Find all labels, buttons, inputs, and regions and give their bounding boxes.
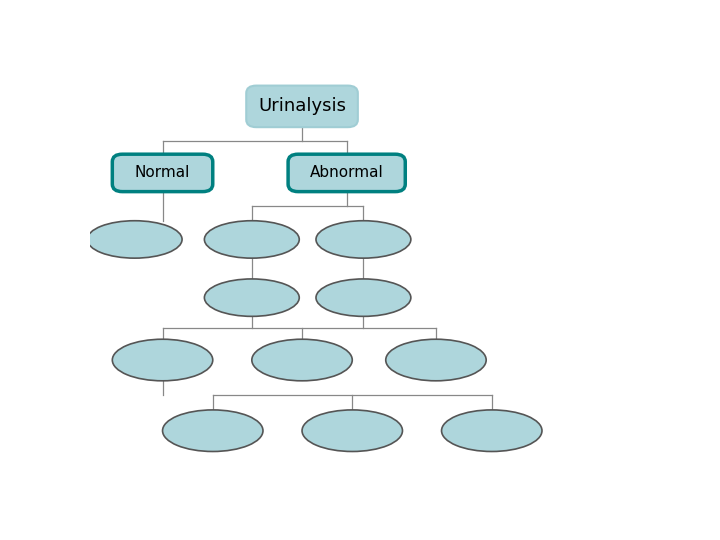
Text: Abnormal: Abnormal [310, 165, 384, 180]
Ellipse shape [252, 339, 352, 381]
Text: Urinalysis: Urinalysis [258, 97, 346, 116]
FancyBboxPatch shape [112, 154, 213, 192]
Ellipse shape [204, 279, 300, 316]
Ellipse shape [316, 279, 411, 316]
Ellipse shape [112, 339, 213, 381]
Ellipse shape [316, 221, 411, 258]
Ellipse shape [386, 339, 486, 381]
Ellipse shape [441, 410, 542, 451]
Ellipse shape [302, 410, 402, 451]
Ellipse shape [204, 221, 300, 258]
FancyBboxPatch shape [288, 154, 405, 192]
Ellipse shape [163, 410, 263, 451]
FancyBboxPatch shape [246, 85, 358, 127]
Text: Normal: Normal [135, 165, 190, 180]
Ellipse shape [87, 221, 182, 258]
